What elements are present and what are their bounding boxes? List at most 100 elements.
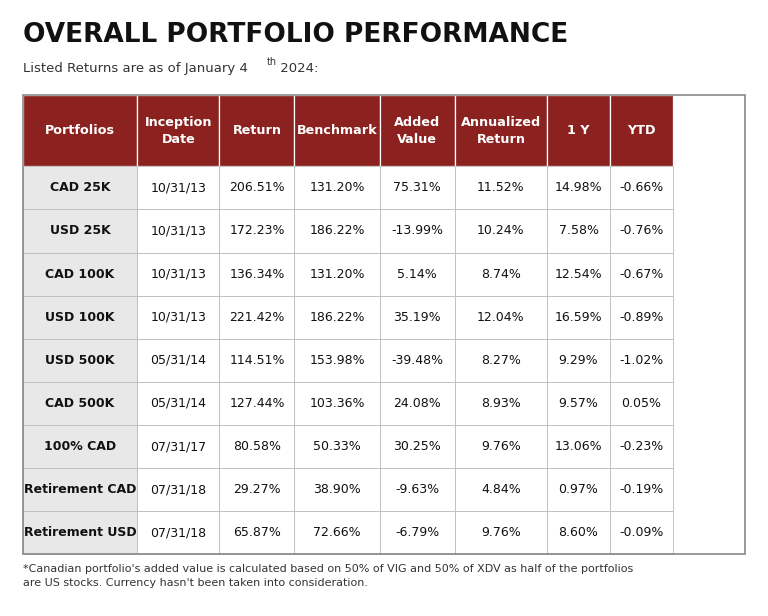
Text: -0.19%: -0.19% bbox=[619, 483, 664, 496]
Bar bbox=[220, 166, 294, 209]
Bar bbox=[294, 209, 379, 253]
Bar bbox=[610, 339, 673, 382]
Text: -0.09%: -0.09% bbox=[619, 526, 664, 540]
Bar bbox=[547, 339, 610, 382]
Bar bbox=[137, 382, 220, 425]
Bar bbox=[610, 209, 673, 253]
Text: 24.08%: 24.08% bbox=[393, 397, 441, 410]
Bar bbox=[23, 425, 137, 468]
Bar bbox=[610, 166, 673, 209]
Bar bbox=[23, 468, 137, 511]
Bar bbox=[547, 425, 610, 468]
Bar bbox=[137, 511, 220, 554]
Bar bbox=[455, 166, 547, 209]
Bar bbox=[610, 253, 673, 296]
Text: 10/31/13: 10/31/13 bbox=[151, 267, 206, 281]
Text: -0.67%: -0.67% bbox=[619, 267, 664, 281]
Bar bbox=[379, 511, 455, 554]
Bar bbox=[294, 95, 379, 166]
Text: Return: Return bbox=[233, 124, 281, 137]
Bar bbox=[23, 382, 137, 425]
Bar bbox=[23, 253, 137, 296]
Bar bbox=[547, 468, 610, 511]
Bar bbox=[220, 95, 294, 166]
Bar bbox=[610, 296, 673, 339]
Text: 8.93%: 8.93% bbox=[481, 397, 521, 410]
Text: Portfolios: Portfolios bbox=[45, 124, 115, 137]
Bar bbox=[547, 253, 610, 296]
Text: 12.54%: 12.54% bbox=[554, 267, 602, 281]
Text: 9.76%: 9.76% bbox=[481, 526, 521, 540]
Text: 9.57%: 9.57% bbox=[558, 397, 598, 410]
Bar bbox=[379, 95, 455, 166]
Text: 8.60%: 8.60% bbox=[558, 526, 598, 540]
Bar bbox=[137, 296, 220, 339]
Text: Benchmark: Benchmark bbox=[296, 124, 377, 137]
Bar bbox=[379, 468, 455, 511]
Text: -39.48%: -39.48% bbox=[391, 354, 443, 367]
Text: 100% CAD: 100% CAD bbox=[44, 440, 116, 453]
Bar bbox=[294, 468, 379, 511]
Bar bbox=[455, 511, 547, 554]
Text: 5.14%: 5.14% bbox=[397, 267, 437, 281]
Text: 9.76%: 9.76% bbox=[481, 440, 521, 453]
Bar bbox=[294, 382, 379, 425]
Bar bbox=[379, 253, 455, 296]
Bar bbox=[23, 209, 137, 253]
Bar bbox=[379, 296, 455, 339]
Text: 1 Y: 1 Y bbox=[568, 124, 590, 137]
Bar bbox=[137, 425, 220, 468]
Text: 16.59%: 16.59% bbox=[554, 310, 602, 324]
Text: 186.22%: 186.22% bbox=[310, 224, 365, 238]
Text: 10/31/13: 10/31/13 bbox=[151, 310, 206, 324]
Text: 114.51%: 114.51% bbox=[229, 354, 285, 367]
Text: 206.51%: 206.51% bbox=[229, 181, 285, 195]
Bar bbox=[220, 382, 294, 425]
Text: 221.42%: 221.42% bbox=[230, 310, 285, 324]
Bar bbox=[455, 95, 547, 166]
Bar bbox=[23, 339, 137, 382]
Text: 10/31/13: 10/31/13 bbox=[151, 181, 206, 195]
Bar bbox=[220, 339, 294, 382]
Text: -0.23%: -0.23% bbox=[619, 440, 664, 453]
Bar bbox=[220, 511, 294, 554]
Text: 80.58%: 80.58% bbox=[233, 440, 281, 453]
Text: -1.02%: -1.02% bbox=[619, 354, 664, 367]
Bar bbox=[547, 296, 610, 339]
Text: CAD 100K: CAD 100K bbox=[45, 267, 114, 281]
Text: 50.33%: 50.33% bbox=[313, 440, 361, 453]
Bar bbox=[547, 209, 610, 253]
Bar bbox=[455, 209, 547, 253]
Bar bbox=[547, 511, 610, 554]
Text: 4.84%: 4.84% bbox=[481, 483, 521, 496]
Text: 38.90%: 38.90% bbox=[313, 483, 361, 496]
Bar bbox=[379, 339, 455, 382]
Bar bbox=[379, 382, 455, 425]
Bar bbox=[137, 166, 220, 209]
Text: -0.66%: -0.66% bbox=[619, 181, 664, 195]
Text: 05/31/14: 05/31/14 bbox=[151, 354, 207, 367]
Bar bbox=[547, 382, 610, 425]
Bar bbox=[23, 166, 137, 209]
Text: OVERALL PORTFOLIO PERFORMANCE: OVERALL PORTFOLIO PERFORMANCE bbox=[23, 22, 568, 47]
Text: 103.36%: 103.36% bbox=[310, 397, 365, 410]
Text: YTD: YTD bbox=[627, 124, 656, 137]
Text: 10/31/13: 10/31/13 bbox=[151, 224, 206, 238]
Text: CAD 25K: CAD 25K bbox=[50, 181, 111, 195]
Text: 153.98%: 153.98% bbox=[310, 354, 365, 367]
Bar bbox=[137, 468, 220, 511]
Text: 172.23%: 172.23% bbox=[229, 224, 285, 238]
Text: 14.98%: 14.98% bbox=[554, 181, 602, 195]
Text: USD 25K: USD 25K bbox=[50, 224, 111, 238]
Text: -6.79%: -6.79% bbox=[395, 526, 439, 540]
Bar bbox=[23, 511, 137, 554]
Bar bbox=[379, 425, 455, 468]
Text: 136.34%: 136.34% bbox=[230, 267, 285, 281]
Text: 75.31%: 75.31% bbox=[393, 181, 441, 195]
Bar bbox=[610, 425, 673, 468]
Bar bbox=[610, 511, 673, 554]
Bar bbox=[220, 296, 294, 339]
Bar bbox=[220, 209, 294, 253]
Text: 8.27%: 8.27% bbox=[481, 354, 521, 367]
Text: -0.76%: -0.76% bbox=[619, 224, 664, 238]
